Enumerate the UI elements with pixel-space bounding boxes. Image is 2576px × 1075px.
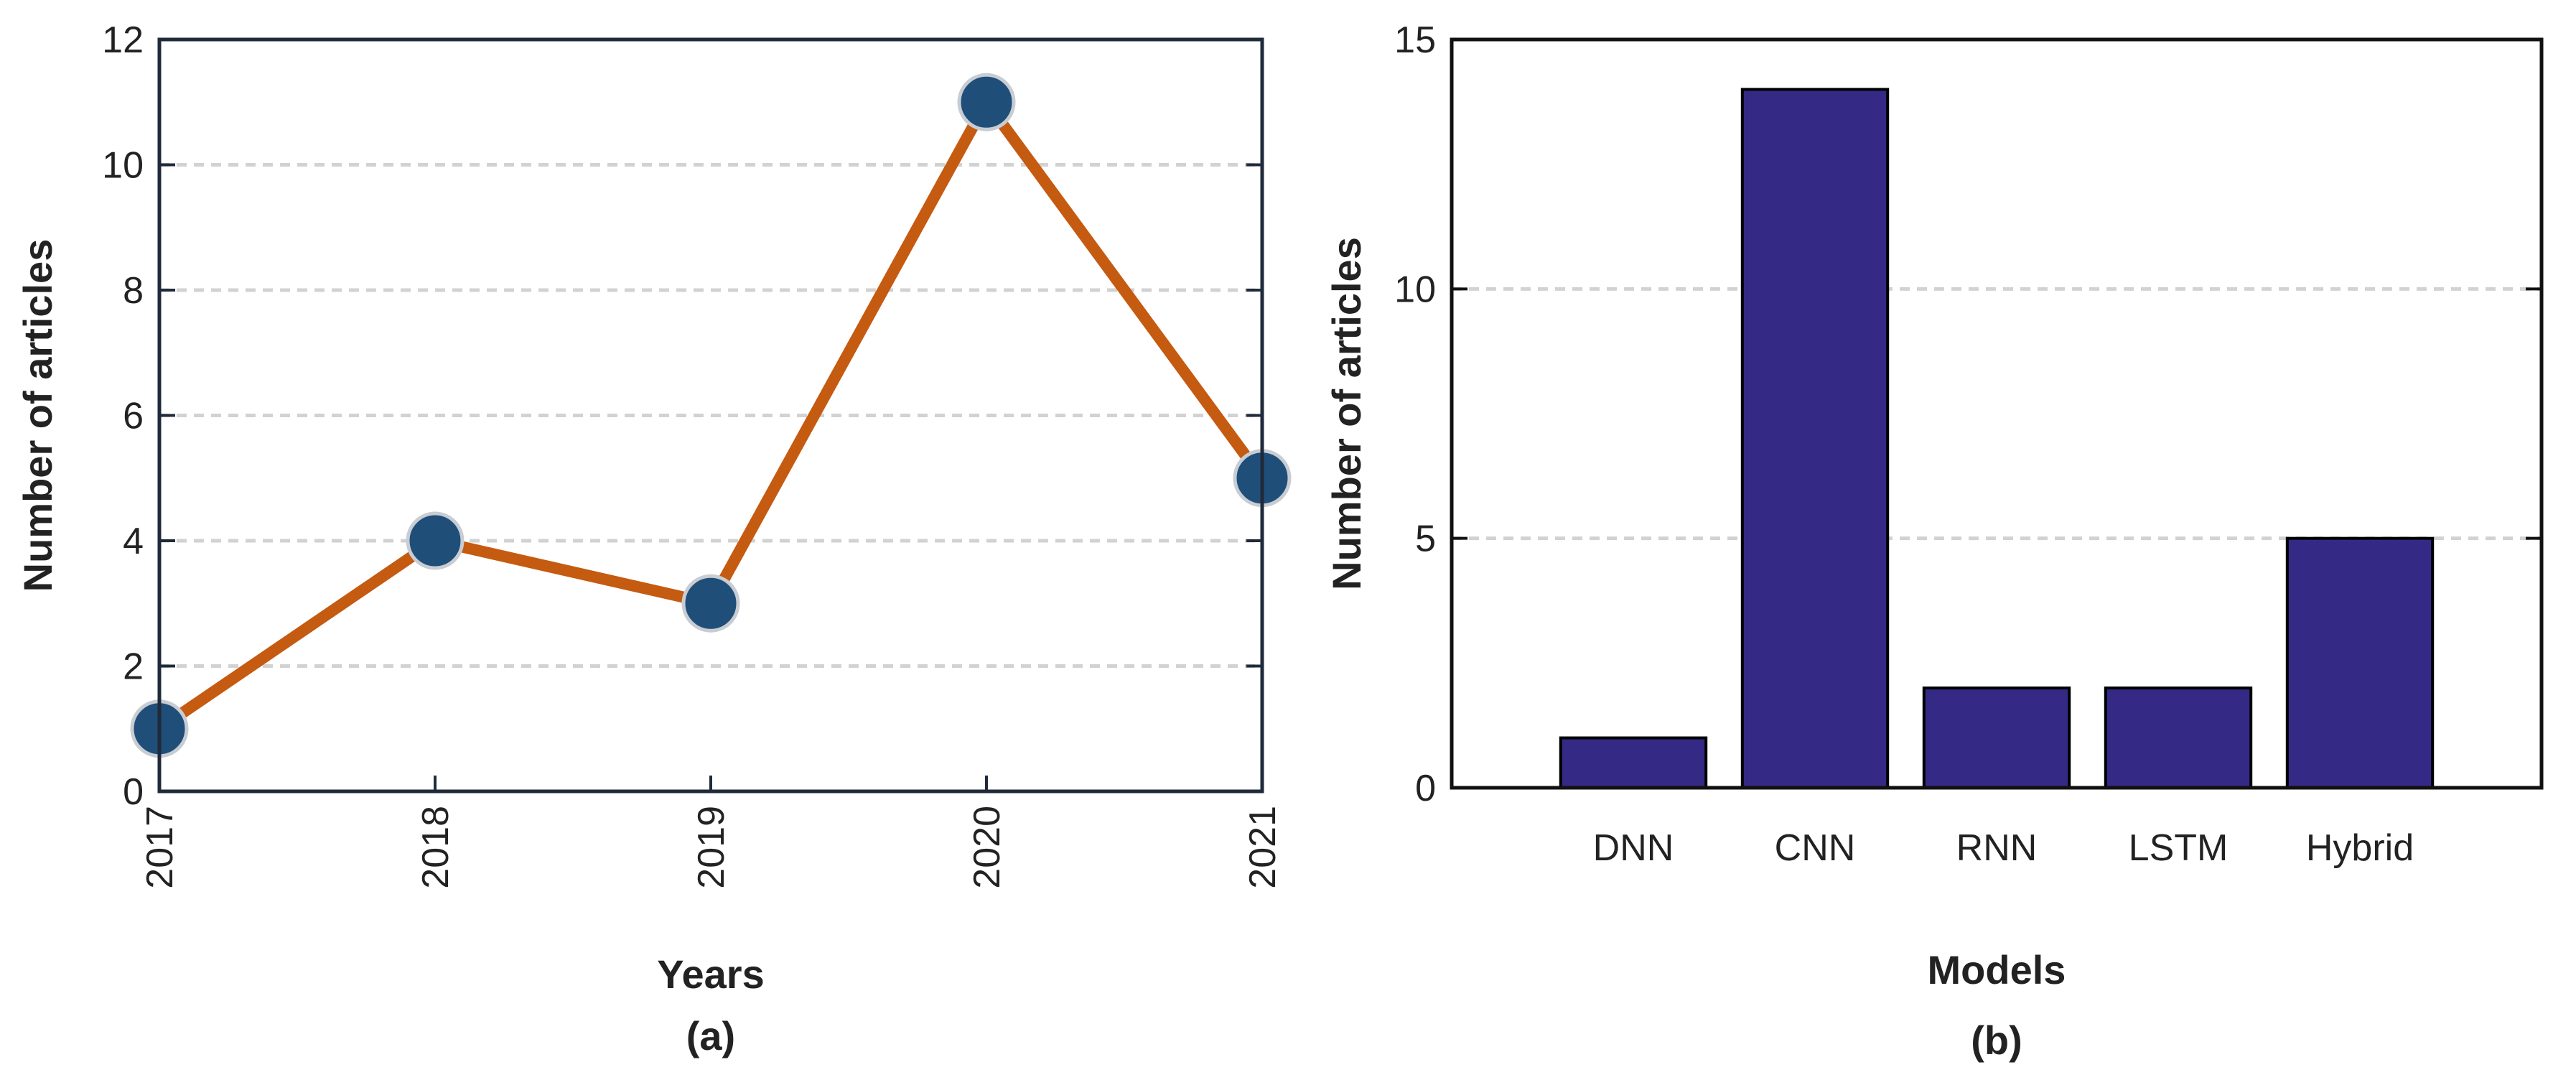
a-data-point bbox=[681, 574, 740, 633]
line-chart-panel: 0 2 4 6 8 10 12 2017 2018 2019 2020 2021 Years Num… bbox=[15, 19, 1292, 1058]
a-data-point bbox=[406, 511, 465, 570]
a-y-tick-label: 2 bbox=[123, 646, 144, 688]
b-panel-label: (b) bbox=[1971, 1018, 2022, 1063]
b-x-tick-label: DNN bbox=[1593, 827, 1674, 869]
a-panel-label: (a) bbox=[686, 1013, 735, 1058]
a-gridlines bbox=[159, 163, 1262, 668]
b-x-tick-label: RNN bbox=[1956, 827, 2038, 869]
a-x-tick-label: 2017 bbox=[139, 806, 181, 889]
a-data-point bbox=[957, 73, 1016, 131]
b-y-axis-title: Number of articles bbox=[1324, 237, 1369, 590]
a-x-tick-label: 2020 bbox=[966, 806, 1008, 889]
b-x-tick-label: Hybrid bbox=[2306, 827, 2414, 869]
a-plot-frame bbox=[157, 37, 1264, 794]
a-x-tick-label: 2018 bbox=[415, 806, 457, 889]
b-plot-frame bbox=[1450, 37, 2544, 790]
a-y-axis-title: Number of articles bbox=[15, 239, 60, 592]
bar-chart-panel: 0 5 10 15 DNN CNN RNN LSTM Hybrid Models Number… bbox=[1324, 19, 2544, 1063]
a-y-tick-label: 6 bbox=[123, 396, 144, 437]
b-x-tick-label: LSTM bbox=[2129, 827, 2229, 869]
a-x-tick-label: 2019 bbox=[691, 806, 732, 889]
b-y-tick-label: 5 bbox=[1415, 518, 1436, 560]
b-y-tick-label: 10 bbox=[1394, 269, 1436, 310]
a-x-tick-label: 2021 bbox=[1242, 806, 1284, 889]
b-y-ticks: 0 5 10 15 bbox=[1394, 19, 2542, 809]
a-x-axis-title: Years bbox=[657, 951, 765, 997]
b-y-tick-label: 15 bbox=[1394, 19, 1436, 61]
b-x-ticks: DNN CNN RNN LSTM Hybrid bbox=[1593, 827, 2414, 869]
b-bar bbox=[1740, 88, 1890, 789]
b-y-tick-label: 0 bbox=[1415, 768, 1436, 809]
a-y-tick-label: 4 bbox=[123, 521, 144, 562]
b-bar bbox=[2285, 536, 2435, 790]
b-x-tick-label: CNN bbox=[1775, 827, 1856, 869]
b-bar bbox=[1559, 736, 1708, 789]
b-bars bbox=[1559, 88, 2435, 790]
b-bar bbox=[1922, 687, 2071, 789]
a-y-tick-label: 0 bbox=[123, 771, 144, 813]
a-y-tick-label: 12 bbox=[102, 19, 144, 61]
a-y-tick-label: 10 bbox=[102, 145, 144, 187]
b-bar bbox=[2104, 687, 2253, 789]
b-gridlines bbox=[1452, 287, 2542, 541]
b-x-axis-title: Models bbox=[1928, 947, 2066, 992]
a-y-tick-label: 8 bbox=[123, 270, 144, 312]
